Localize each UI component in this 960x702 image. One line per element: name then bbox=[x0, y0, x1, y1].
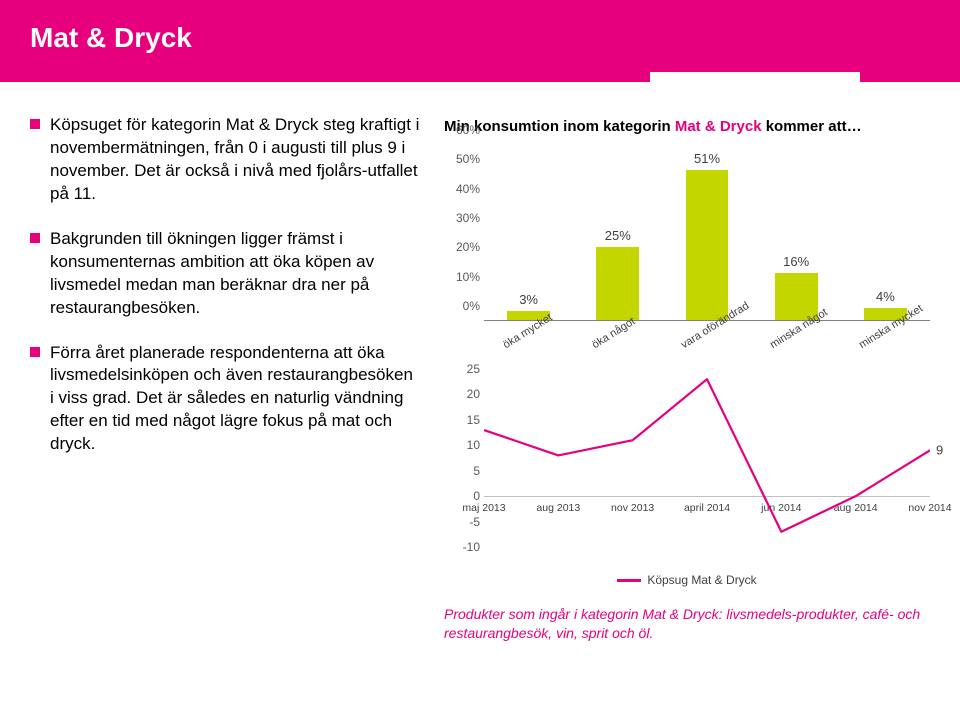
bar-title-post: kommer att… bbox=[762, 118, 862, 135]
line-ytick: 25 bbox=[454, 362, 480, 376]
bar-ytick: 20% bbox=[446, 240, 480, 254]
slide-content: Köpsuget för kategorin Mat & Dryck steg … bbox=[0, 82, 960, 643]
bullet-item: Köpsuget för kategorin Mat & Dryck steg … bbox=[30, 114, 420, 206]
legend-label: Köpsug Mat & Dryck bbox=[647, 573, 756, 587]
line-ytick: 0 bbox=[454, 489, 480, 503]
bar-value-label: 4% bbox=[855, 289, 915, 304]
bullet-square-icon bbox=[30, 347, 40, 357]
bar-ytick: 40% bbox=[446, 182, 480, 196]
left-column: Köpsuget för kategorin Mat & Dryck steg … bbox=[30, 114, 420, 643]
bar-value-label: 51% bbox=[677, 151, 737, 166]
header-notch bbox=[650, 72, 860, 88]
bar-title-accent: Mat & Dryck bbox=[675, 118, 762, 135]
bar-chart: 0%10%20%30%40%50%60%3%25%51%16%4% öka my… bbox=[484, 145, 930, 355]
bar-ytick: 0% bbox=[446, 299, 480, 313]
line-end-label: 9 bbox=[936, 443, 943, 458]
bar bbox=[596, 247, 639, 320]
bullet-square-icon bbox=[30, 233, 40, 243]
bar-plot-area: 0%10%20%30%40%50%60%3%25%51%16%4% bbox=[484, 145, 930, 321]
line-series-svg bbox=[484, 369, 930, 547]
bullet-text: Förra året planerade respondenterna att … bbox=[50, 342, 420, 457]
bar-value-label: 25% bbox=[588, 228, 648, 243]
bullet-item: Bakgrunden till ökningen ligger främst i… bbox=[30, 228, 420, 320]
bar-chart-title: Min konsumtion inom kategorin Mat & Dryc… bbox=[444, 118, 930, 135]
right-column: Min konsumtion inom kategorin Mat & Dryc… bbox=[444, 114, 930, 643]
bullet-text: Köpsuget för kategorin Mat & Dryck steg … bbox=[50, 114, 420, 206]
legend-swatch bbox=[617, 579, 641, 582]
bullet-item: Förra året planerade respondenterna att … bbox=[30, 342, 420, 457]
bullet-square-icon bbox=[30, 119, 40, 129]
line-chart: -10-50510152025maj 2013aug 2013nov 2013a… bbox=[484, 369, 930, 569]
line-plot-area: -10-50510152025maj 2013aug 2013nov 2013a… bbox=[484, 369, 930, 547]
bar-ytick: 30% bbox=[446, 211, 480, 225]
bar-value-label: 3% bbox=[499, 292, 559, 307]
line-ytick: 5 bbox=[454, 464, 480, 478]
line-ytick: -5 bbox=[454, 515, 480, 529]
slide-title: Mat & Dryck bbox=[30, 22, 930, 54]
bar-value-label: 16% bbox=[766, 254, 826, 269]
line-ytick: 10 bbox=[454, 438, 480, 452]
bar-ytick: 60% bbox=[446, 123, 480, 137]
slide-header: Mat & Dryck bbox=[0, 0, 960, 82]
bar-ytick: 50% bbox=[446, 152, 480, 166]
line-ytick: -10 bbox=[454, 540, 480, 554]
bar-ytick: 10% bbox=[446, 270, 480, 284]
line-chart-legend: Köpsug Mat & Dryck bbox=[444, 573, 930, 587]
footnote: Produkter som ingår i kategorin Mat & Dr… bbox=[444, 605, 930, 643]
line-ytick: 20 bbox=[454, 387, 480, 401]
line-ytick: 15 bbox=[454, 413, 480, 427]
bullet-text: Bakgrunden till ökningen ligger främst i… bbox=[50, 228, 420, 320]
bar bbox=[686, 170, 729, 320]
